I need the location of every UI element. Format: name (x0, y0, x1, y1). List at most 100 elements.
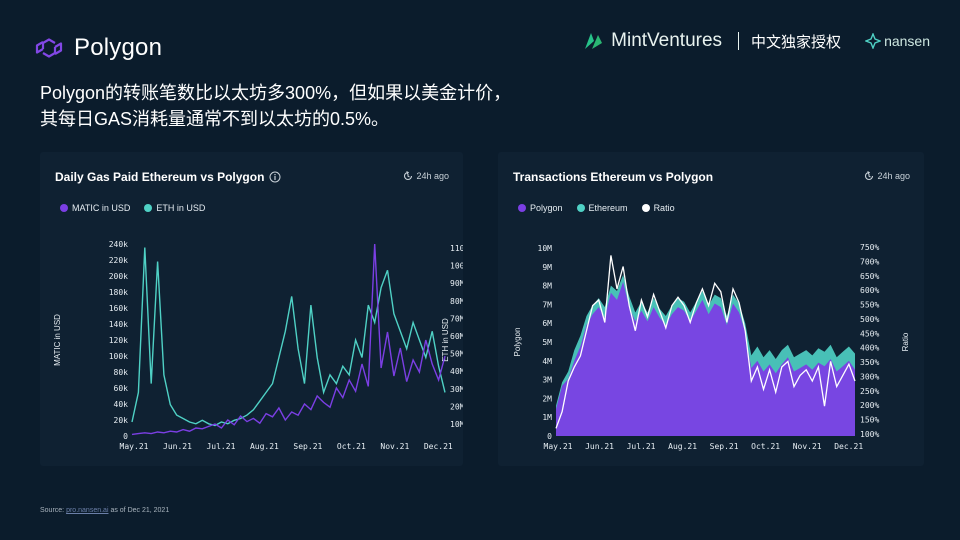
x-tick-label: Aug.21 (250, 442, 279, 451)
matic-in-usd-line (131, 243, 446, 436)
y-tick-label: 20k (114, 416, 129, 425)
source-note: Source: pro.nansen.ai as of Dec 21, 2021 (40, 507, 169, 514)
legend-label-ratio: Ratio (653, 203, 675, 213)
eth-in-usd-line (131, 247, 446, 427)
y2-tick-label: 400% (860, 344, 879, 353)
y-axis-label: Polygon (513, 328, 522, 357)
x-tick-label: Jul.21 (206, 442, 235, 451)
x-tick-label: May.21 (120, 442, 149, 451)
y2-tick-label: 500% (860, 315, 879, 324)
y-tick-label: 180k (109, 288, 128, 297)
y2-axis-label: Ratio (901, 332, 910, 351)
y-tick-label: 7M (542, 300, 552, 309)
tx-chart-plot[interactable]: 0 1M 2M 3M 4M 5M 6M 7M 8M 9M 10M 100% 150% 200% 250% 30… (498, 152, 924, 466)
y-tick-label: 60k (114, 384, 129, 393)
y-tick-label: 160k (109, 304, 128, 313)
y2-tick-label: 150% (860, 416, 879, 425)
info-icon[interactable] (269, 171, 281, 183)
gas-chart-title: Daily Gas Paid Ethereum vs Polygon (55, 170, 281, 184)
y2-tick-label: 70M (450, 314, 463, 323)
source-prefix: Source: (40, 507, 65, 514)
tx-chart-updated-text: 24h ago (877, 171, 910, 181)
y-tick-label: 4M (542, 357, 552, 366)
y2-tick-label: 550% (860, 301, 879, 310)
polygon-logo-text: Polygon (74, 34, 163, 61)
y2-tick-label: 90M (450, 279, 463, 288)
y2-tick-label: 30M (450, 385, 463, 394)
refresh-clock-icon (865, 171, 874, 181)
y2-tick-label: 200% (860, 401, 879, 410)
y2-tick-label: 10M (450, 420, 463, 429)
exclusive-license-text: 中文独家授权 (751, 33, 842, 51)
tx-chart-updated: 24h ago (864, 171, 910, 181)
tx-chart-title-text: Transactions Ethereum vs Polygon (513, 170, 714, 184)
y-tick-label: 1M (542, 413, 552, 422)
mintventures-text: MintVentures (611, 30, 723, 51)
gas-chart-updated: 24h ago (403, 171, 449, 181)
gas-chart-title-text: Daily Gas Paid Ethereum vs Polygon (55, 170, 265, 184)
y-tick-label: 3M (542, 376, 552, 385)
mintventures-logo: MintVentures (583, 30, 722, 52)
y-tick-label: 100k (109, 352, 128, 361)
polygon-icon (35, 38, 63, 58)
legend-item-polygon[interactable]: Polygon (518, 203, 563, 213)
x-tick-label: Dec.21 (424, 442, 453, 451)
legend-item-ethereum[interactable]: Ethereum (576, 203, 628, 213)
y2-tick-label: 300% (860, 372, 879, 381)
tx-chart-legend: Polygon Ethereum Ratio (518, 203, 675, 213)
y2-axis-label: ETH in USD (441, 318, 450, 362)
legend-item-eth[interactable]: ETH in USD (144, 203, 205, 213)
legend-label-matic: MATIC in USD (72, 203, 131, 213)
y-tick-label: 200k (109, 272, 128, 281)
source-suffix: as of Dec 21, 2021 (110, 507, 170, 514)
y-tick-label: 40k (114, 400, 129, 409)
legend-label-polygon: Polygon (530, 203, 563, 213)
y-axis-label: MATIC in USD (53, 314, 62, 366)
y-tick-label: 10M (538, 244, 553, 253)
y-tick-label: 0 (547, 432, 552, 441)
headline-line-2: 其每日GAS消耗量通常不到以太坊的0.5%。 (40, 109, 390, 129)
y-tick-label: 6M (542, 319, 552, 328)
gas-chart-updated-text: 24h ago (416, 171, 449, 181)
legend-label-ethereum: Ethereum (588, 203, 628, 213)
y2-tick-label: 700% (860, 257, 879, 266)
y-tick-label: 120k (109, 336, 128, 345)
legend-dot-ethereum (576, 204, 585, 212)
y-tick-label: 8M (542, 282, 552, 291)
legend-label-eth: ETH in USD (156, 203, 206, 213)
x-tick-label: Nov.21 (793, 442, 822, 451)
y-tick-label: 5M (542, 338, 552, 347)
gas-chart-panel: Daily Gas Paid Ethereum vs Polygon 24h a… (40, 152, 463, 466)
y2-tick-label: 350% (860, 358, 879, 367)
headline: Polygon的转账笔数比以太坊多300%，但如果以美金计价， 其每日GAS消耗… (40, 80, 511, 132)
source-link[interactable]: pro.nansen.ai (66, 507, 109, 514)
gas-chart-legend: MATIC in USD ETH in USD (60, 203, 205, 213)
y2-tick-label: 650% (860, 272, 879, 281)
x-tick-label: Jul.21 (627, 442, 656, 451)
legend-item-ratio[interactable]: Ratio (641, 203, 675, 213)
transactions-chart-panel: Transactions Ethereum vs Polygon 24h ago… (498, 152, 924, 466)
y2-tick-label: 600% (860, 286, 879, 295)
legend-item-matic[interactable]: MATIC in USD (60, 203, 130, 213)
x-tick-label: May.21 (544, 442, 573, 451)
y2-tick-label: 20M (450, 402, 463, 411)
y-tick-label: 140k (109, 320, 128, 329)
x-tick-label: Dec.21 (834, 442, 863, 451)
gas-chart-plot[interactable]: 0 20k 40k 60k 80k 100k 120k 140k 160k 180k 200k 220… (40, 152, 463, 466)
tx-chart-title: Transactions Ethereum vs Polygon (513, 170, 713, 184)
y2-tick-label: 60M (450, 332, 463, 341)
polygon-logo: Polygon (34, 34, 162, 62)
nansen-star-icon (865, 33, 882, 49)
y-tick-label: 220k (109, 256, 128, 265)
y-tick-label: 2M (542, 394, 552, 403)
mint-leaf-icon (585, 33, 603, 49)
y2-tick-label: 750% (860, 243, 879, 252)
legend-dot-eth (144, 204, 153, 212)
y-tick-label: 240k (109, 240, 128, 249)
ratio-line (555, 255, 856, 429)
brand-bar: MintVentures 中文独家授权 nansen (583, 30, 930, 52)
x-tick-label: Nov.21 (380, 442, 409, 451)
x-tick-label: Jun.21 (585, 442, 614, 451)
x-tick-label: Oct.21 (751, 442, 780, 451)
